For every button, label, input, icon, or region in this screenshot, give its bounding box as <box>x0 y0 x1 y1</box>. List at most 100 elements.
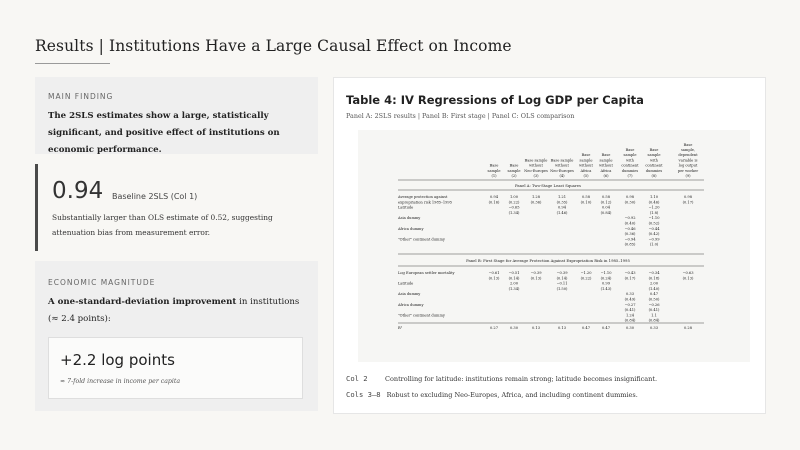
table-panel: Table 4: IV Regressions of Log GDP per C… <box>333 77 766 414</box>
table-cell: −0.27 <box>624 303 636 307</box>
table-scan-image: Base sample (1) Base sample (2) Base sample wit… <box>358 130 750 362</box>
table-column-header: log output <box>679 164 698 168</box>
row-label: "Other" continent dummy <box>398 237 446 241</box>
table-column-header: Base <box>626 148 635 152</box>
row-label: Log European settler mortality <box>398 271 455 275</box>
table-cell: 0.58 <box>602 195 611 199</box>
table-cell: −0.94 <box>624 237 636 241</box>
table-cell: 0.47 <box>582 326 591 330</box>
table-cell: −0.61 <box>488 271 499 275</box>
note-code: Col 2 <box>346 374 368 383</box>
table-cell: −1.10 <box>648 216 660 220</box>
table-cell: (1.34) <box>509 287 520 291</box>
magnitude-text: A one-standard-deviation improvement in … <box>48 294 310 328</box>
table-cell: 1.1 <box>651 313 657 317</box>
row-label: "Other" continent dummy <box>398 313 446 317</box>
table-column-header: sample <box>600 158 613 162</box>
magnitude-text-rest: in institutions (≈ 2.4 points): <box>48 297 300 324</box>
table-cell: (0.13) <box>489 276 500 280</box>
table-column-header: sample <box>624 153 637 157</box>
table-cell: 2.00 <box>650 282 659 286</box>
table-cell: (1.43) <box>601 287 612 291</box>
table-cell: −1.20 <box>580 271 592 275</box>
table-cell: −0.26 <box>648 303 660 307</box>
table-cell: 1.28 <box>532 195 541 199</box>
table-column-header: Base <box>684 143 693 147</box>
table-cell: 0.33 <box>626 292 635 296</box>
table-cell: (0.36) <box>625 232 636 236</box>
row-label: R² <box>398 326 403 330</box>
table-cell: (1.46) <box>557 211 568 215</box>
table-cell: −0.34 <box>648 271 660 275</box>
table-cell: (0.42) <box>649 232 660 236</box>
row-label: Africa dummy <box>397 227 424 231</box>
table-column-header: without <box>579 164 593 168</box>
table-cell: (0.41) <box>649 308 660 312</box>
table-column-header: continent <box>645 164 663 168</box>
table-cell: 0.94 <box>558 206 567 210</box>
table-cell: 0.13 <box>558 326 567 330</box>
table-cell: (0.13) <box>683 276 694 280</box>
table-cell: (1.34) <box>509 211 520 215</box>
table-column-header: Africa <box>580 169 593 173</box>
main-finding-card: MAIN FINDING The 2SLS estimates show a l… <box>35 77 318 155</box>
table-column-header: sample <box>648 153 661 157</box>
table-cell: (0.22) <box>581 276 592 280</box>
table-column-header: without <box>529 164 543 168</box>
table-column-header: (2) <box>511 174 517 178</box>
note-text: Controlling for latitude: institutions r… <box>385 375 658 383</box>
table-cell: (0.84) <box>601 211 612 215</box>
table-cell: 0.58 <box>582 195 591 199</box>
main-finding-text: The 2SLS estimates show a large, statist… <box>48 108 310 159</box>
table-cell: (0.30) <box>625 200 636 204</box>
table-cell: (0.18) <box>649 276 660 280</box>
table-cell: 1.00 <box>510 195 519 199</box>
table-cell: (0.24) <box>601 276 612 280</box>
table-cell: 0.30 <box>626 326 635 330</box>
table-cell: 1.10 <box>650 195 659 199</box>
table-cell: (0.14) <box>557 276 568 280</box>
table-note: Cols 3–8 Robust to excluding Neo-Europes,… <box>346 390 657 406</box>
magnitude-text-bold: A one-standard-deviation improvement <box>48 297 237 307</box>
baseline-stat: 0.94 Baseline 2SLS (Col 1) Substantially… <box>35 164 318 251</box>
table-title: Table 4: IV Regressions of Log GDP per C… <box>346 93 644 107</box>
economic-magnitude-card: ECONOMIC MAGNITUDE A one-standard-deviat… <box>35 261 318 411</box>
table-column-header: (9) <box>685 174 691 178</box>
panel-b-title: Panel B: First Stage for Average Protect… <box>466 258 630 263</box>
table-cell: 2.00 <box>510 282 519 286</box>
table-cell: −0.99 <box>648 237 660 241</box>
main-finding-text-bold: The 2SLS estimates show a large, statist… <box>48 111 280 155</box>
magnitude-kicker: ECONOMIC MAGNITUDE <box>48 278 156 287</box>
table-cell: −1.20 <box>648 206 660 210</box>
row-label: Asia dummy <box>397 216 421 220</box>
table-cell: (1.40) <box>649 287 660 291</box>
table-column-header: without <box>599 164 613 168</box>
row-label: Africa dummy <box>397 303 424 307</box>
table-cell: (0.17) <box>683 200 694 204</box>
table-column-header: (3) <box>533 174 539 178</box>
table-cell: −0.92 <box>624 216 635 220</box>
table-cell: −0.46 <box>624 227 636 231</box>
table-cell: −0.43 <box>624 271 636 275</box>
row-label: expropriation risk 1985–1995 <box>398 200 453 204</box>
title-underline <box>35 63 110 64</box>
table-cell: (0.84) <box>625 319 636 323</box>
table-cell: (0.85) <box>625 243 636 247</box>
note-text: Robust to excluding Neo-Europes, Africa,… <box>386 391 638 399</box>
table-cell: (0.12) <box>601 200 612 204</box>
table-column-header: dependent <box>678 153 698 157</box>
table-cell: (0.36) <box>531 200 542 204</box>
table-cell: −0.65 <box>508 206 520 210</box>
table-column-header: (1) <box>491 174 497 178</box>
table-column-header: per worker <box>678 169 699 173</box>
table-column-header: sample, <box>681 148 695 152</box>
table-cell: 1.24 <box>626 313 635 317</box>
table-column-header: (8) <box>651 174 657 178</box>
table-column-header: Base <box>602 153 611 157</box>
table-cell: 0.04 <box>602 206 611 210</box>
table-column-header: Base <box>582 153 591 157</box>
table-cell: (0.46) <box>649 200 660 204</box>
table-column-header: Base <box>650 148 659 152</box>
table-cell: −0.11 <box>556 282 567 286</box>
